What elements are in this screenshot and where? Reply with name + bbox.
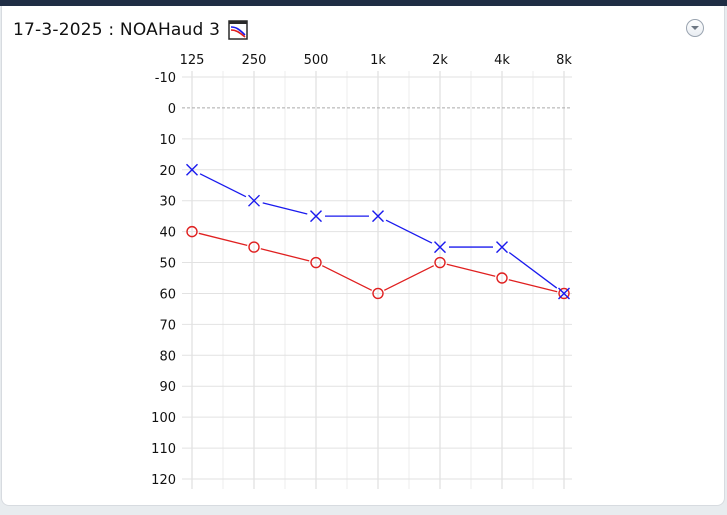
left-ear-marker xyxy=(310,210,322,223)
left-ear-marker xyxy=(248,194,260,207)
y-tick-label: 90 xyxy=(159,380,176,395)
panel-menu-button[interactable] xyxy=(686,19,704,37)
right-ear-marker xyxy=(372,287,384,300)
y-tick-label: 100 xyxy=(151,411,176,426)
right-ear-marker xyxy=(310,256,322,269)
right-ear-line xyxy=(446,263,496,277)
window-top-bar xyxy=(0,0,727,6)
x-tick-label: 125 xyxy=(180,53,205,68)
x-tick-label: 500 xyxy=(304,53,329,68)
x-tick-label: 250 xyxy=(242,53,267,68)
right-ear-marker xyxy=(186,225,198,238)
y-tick-label: 50 xyxy=(159,257,176,272)
right-ear-line xyxy=(508,279,558,293)
x-tick-label: 8k xyxy=(556,53,572,68)
right-ear-line xyxy=(260,248,310,262)
y-tick-label: 70 xyxy=(159,318,176,333)
y-tick-label: 30 xyxy=(159,195,176,210)
y-tick-label: 110 xyxy=(151,442,176,457)
x-tick-label: 1k xyxy=(370,53,386,68)
left-ear-line xyxy=(262,202,308,215)
right-ear-marker xyxy=(558,287,570,300)
y-tick-label: 60 xyxy=(159,287,176,302)
left-ear-marker xyxy=(372,210,384,223)
audiogram-icon[interactable] xyxy=(228,20,248,40)
right-ear-marker xyxy=(434,256,446,269)
y-tick-label: -10 xyxy=(155,71,176,86)
y-tick-label: 80 xyxy=(159,349,176,364)
left-ear-marker xyxy=(186,163,198,176)
right-ear-line xyxy=(198,232,248,247)
left-ear-line xyxy=(508,251,558,289)
x-tick-label: 4k xyxy=(494,53,510,68)
right-ear-marker xyxy=(248,241,260,253)
left-ear-line xyxy=(385,219,433,244)
audiogram-panel: 17-3-2025 : NOAHaud 3 xyxy=(1,6,725,506)
left-ear-marker xyxy=(558,287,570,300)
left-ear-line xyxy=(199,173,247,198)
right-ear-marker xyxy=(496,272,508,284)
right-ear-line xyxy=(321,265,373,291)
right-ear-line xyxy=(383,265,435,291)
y-tick-label: 20 xyxy=(159,164,176,179)
y-tick-label: 120 xyxy=(151,473,176,488)
y-tick-label: 40 xyxy=(159,226,176,241)
x-tick-label: 2k xyxy=(432,53,448,68)
panel-header: 17-3-2025 : NOAHaud 3 xyxy=(13,18,248,42)
y-tick-label: 0 xyxy=(168,102,176,117)
left-ear-marker xyxy=(496,241,508,254)
panel-title: 17-3-2025 : NOAHaud 3 xyxy=(13,20,221,40)
left-ear-marker xyxy=(434,241,446,254)
chevron-down-icon xyxy=(691,26,699,30)
y-tick-label: 10 xyxy=(159,133,176,148)
